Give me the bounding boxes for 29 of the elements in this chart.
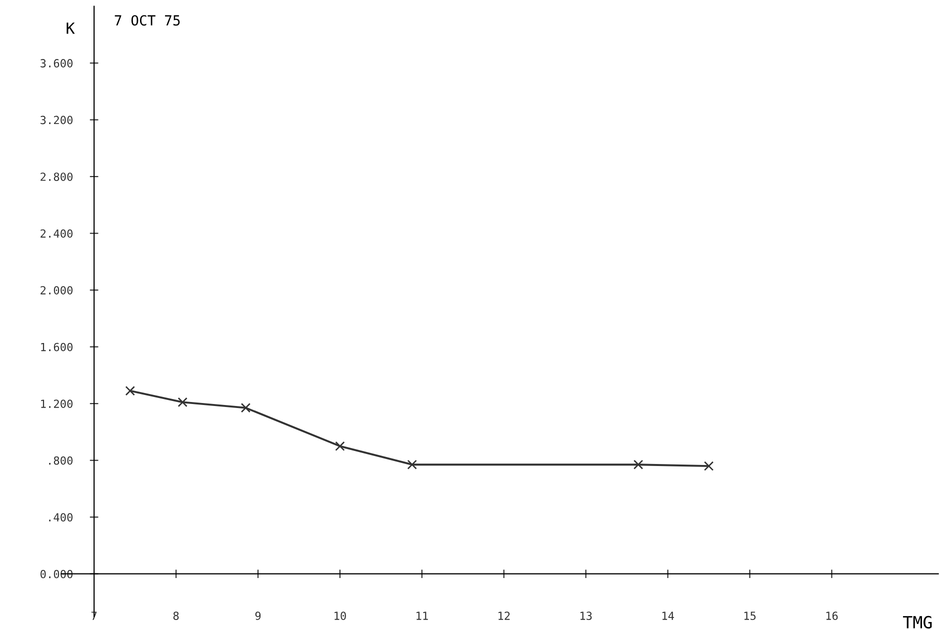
y-tick-label: 3.600	[40, 59, 73, 68]
x-tick-label: 8	[173, 612, 179, 620]
x-tick-label: 11	[416, 612, 428, 620]
x-tick-label: 13	[580, 612, 592, 620]
y-tick-label: 2.000	[40, 286, 73, 294]
point	[407, 460, 417, 470]
y-tick-label: 1.600	[41, 342, 73, 352]
y-tick-label: 1.200	[41, 400, 73, 408]
x-tick-label: 9	[255, 612, 261, 620]
y-tick-label: .800	[49, 456, 73, 465]
x-tick-label: 16	[826, 612, 838, 620]
y-tick-label: 2.400	[40, 229, 73, 238]
x-tick-label: 12	[498, 612, 510, 620]
y-tick-label: 3.200	[40, 116, 73, 124]
y-tick-label: 2.800	[40, 172, 73, 181]
point	[704, 461, 714, 471]
x-tick-label: 10	[334, 612, 346, 620]
point	[125, 386, 136, 396]
x-tick-label: 15	[744, 612, 756, 620]
y-tick-label: 0.000	[40, 570, 73, 578]
point	[633, 460, 644, 470]
point	[335, 441, 345, 452]
x-tick-label: 14	[662, 612, 674, 620]
x-axis-title: TMG	[903, 616, 932, 629]
y-axis-title: K	[66, 22, 75, 34]
text: 7 OCT 75	[114, 15, 180, 26]
point	[240, 402, 251, 413]
point	[178, 397, 188, 408]
y-tick-label: .400	[49, 513, 73, 522]
